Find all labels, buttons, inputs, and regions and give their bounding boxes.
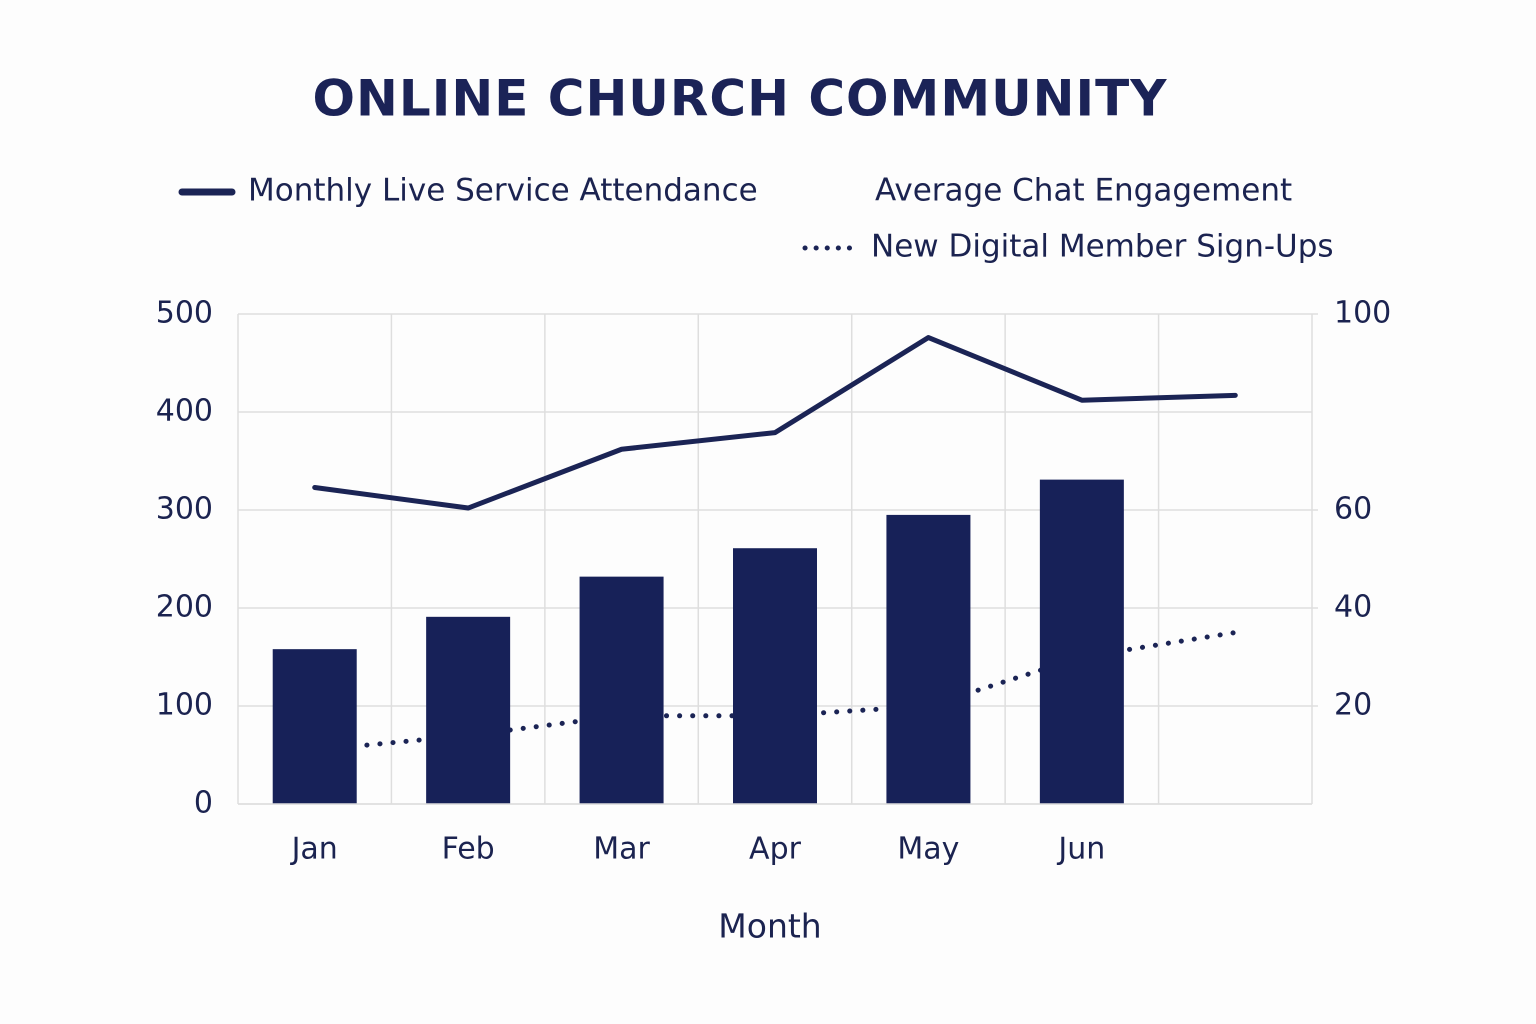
bar (733, 548, 817, 804)
line (312, 335, 1238, 511)
bar (272, 649, 357, 804)
bar (579, 576, 664, 804)
x-axis-label: Month (718, 907, 821, 946)
legend-label: Monthly Live Service Attendance (248, 173, 758, 209)
x-tick-label: Mar (593, 832, 650, 867)
y-tick-label: 500 (156, 296, 213, 331)
legend-label: New Digital Member Sign-Ups (871, 229, 1334, 265)
y2-tick-label: 40 (1334, 590, 1372, 625)
y2-tick-label: 60 (1334, 492, 1372, 527)
y-tick-label: 200 (156, 590, 213, 625)
y-tick-label: 0 (194, 786, 213, 821)
bar (426, 616, 511, 804)
y2-tick-label: 100 (1334, 296, 1391, 331)
legend-label: Average Chat Engagement (875, 173, 1292, 209)
y-tick-label: 100 (156, 688, 213, 723)
x-tick-label: Jan (290, 832, 338, 867)
bar (1039, 479, 1124, 804)
x-tick-label: Feb (442, 832, 495, 867)
x-tick-label: May (897, 832, 959, 867)
y-tick-label: 300 (156, 492, 213, 527)
x-tick-label: Jun (1056, 832, 1105, 867)
x-tick-label: Apr (749, 832, 802, 867)
y-tick-label: 400 (156, 394, 213, 429)
chart-title: ONLINE CHURCH COMMUNITY (313, 70, 1168, 128)
y2-tick-label: 20 (1334, 688, 1372, 723)
bar (886, 514, 971, 804)
